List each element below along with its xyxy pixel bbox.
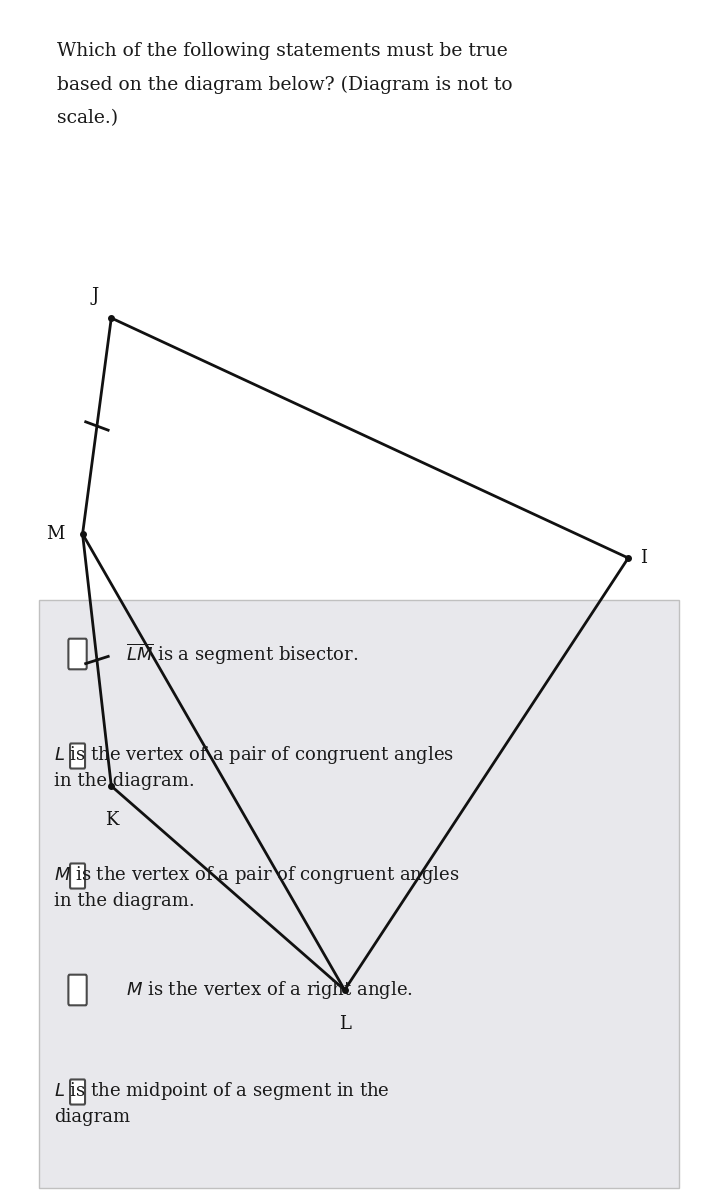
FancyBboxPatch shape [68, 638, 87, 670]
FancyBboxPatch shape [70, 864, 85, 888]
Text: $\mathit{M}$ is the vertex of a pair of congruent angles
in the diagram.: $\mathit{M}$ is the vertex of a pair of … [54, 864, 460, 911]
FancyBboxPatch shape [70, 744, 85, 768]
Text: M: M [46, 524, 65, 542]
Text: $\mathit{L}$ is the vertex of a pair of congruent angles
in the diagram.: $\mathit{L}$ is the vertex of a pair of … [54, 744, 454, 791]
Text: Which of the following statements must be true: Which of the following statements must b… [57, 42, 508, 60]
FancyBboxPatch shape [68, 974, 87, 1006]
Text: K: K [105, 811, 118, 829]
Text: $\mathit{L}$ is the midpoint of a segment in the
diagram: $\mathit{L}$ is the midpoint of a segmen… [54, 1080, 390, 1127]
Text: $\mathit{M}$ is the vertex of a right angle.: $\mathit{M}$ is the vertex of a right an… [126, 979, 412, 1001]
Text: J: J [92, 287, 99, 305]
FancyBboxPatch shape [70, 1080, 85, 1104]
Text: based on the diagram below? (Diagram is not to: based on the diagram below? (Diagram is … [57, 76, 513, 94]
Text: I: I [640, 550, 648, 566]
Text: scale.): scale.) [57, 109, 118, 127]
FancyBboxPatch shape [39, 600, 679, 1188]
Text: L: L [339, 1015, 350, 1032]
Text: $\overline{\mathit{LM}}$ is a segment bisector.: $\overline{\mathit{LM}}$ is a segment bi… [126, 641, 358, 667]
